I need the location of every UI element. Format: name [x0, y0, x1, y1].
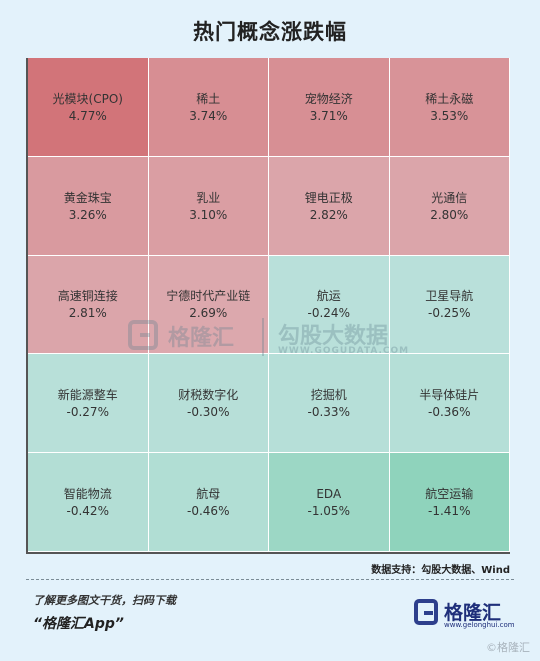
cell-concept-name: 黄金珠宝 [63, 190, 112, 205]
heatmap-cell: 锂电正极 2.82% [269, 156, 390, 256]
cell-change-value: -0.24% [307, 306, 350, 321]
cell-concept-name: 光通信 [431, 190, 468, 205]
cell-concept-name: 稀土 [196, 91, 221, 106]
corner-watermark: ©格隆汇 [486, 641, 530, 654]
cell-concept-name: 乳业 [196, 190, 221, 205]
cell-concept-name: 卫星导航 [425, 289, 474, 304]
heatmap-cell: 稀土 3.74% [148, 58, 269, 157]
cell-change-value: 3.53% [430, 108, 469, 123]
heatmap-cell: 光模块(CPO) 4.77% [28, 58, 149, 157]
heatmap-cell: EDA -1.05% [269, 453, 390, 552]
cell-change-value: -0.42% [66, 504, 109, 519]
cell-concept-name: 航运 [316, 289, 341, 304]
cell-concept-name: 光模块(CPO) [52, 91, 123, 106]
heatmap-cell: 稀土永磁 3.53% [389, 58, 510, 157]
cell-concept-name: 新能源整车 [57, 388, 118, 403]
heatmap-cell: 航空运输 -1.41% [389, 453, 510, 552]
cell-change-value: -0.30% [187, 405, 230, 420]
cell-change-value: 2.80% [430, 207, 469, 222]
cell-change-value: 2.81% [68, 306, 107, 321]
data-source: 数据支持：勾股大数据、Wind [371, 565, 510, 576]
heatmap-cell: 智能物流 -0.42% [28, 453, 149, 552]
heatmap-cell: 挖掘机 -0.33% [269, 354, 390, 454]
chart-title: 热门概念涨跌幅 [193, 20, 347, 44]
heatmap-cell: 高速铜连接 2.81% [28, 255, 149, 355]
cell-change-value: 2.69% [189, 306, 228, 321]
cell-concept-name: 航母 [196, 487, 221, 502]
cell-concept-name: 挖掘机 [310, 388, 347, 403]
cell-change-value: -0.46% [187, 504, 230, 519]
logo-icon [414, 599, 438, 625]
cell-change-value: 2.82% [309, 207, 348, 222]
heatmap-cell: 宁德时代产业链 2.69% [148, 255, 269, 355]
heatmap-cell: 卫星导航 -0.25% [389, 255, 510, 355]
cell-change-value: -0.33% [307, 405, 350, 420]
heatmap-cell: 光通信 2.80% [389, 156, 510, 256]
cell-concept-name: 高速铜连接 [57, 289, 118, 304]
cell-change-value: -0.25% [428, 306, 471, 321]
brand-logo: 格隆汇 www.gelonghui.com [414, 597, 515, 631]
cell-change-value: 3.10% [189, 207, 228, 222]
logo-url: www.gelonghui.com [444, 621, 515, 629]
footer-cta: 了解更多图文干货，扫码下载 [33, 594, 176, 607]
cell-change-value: -0.36% [428, 405, 471, 420]
footer-app-name: “格隆汇App” [33, 616, 124, 632]
cell-concept-name: 稀土永磁 [425, 91, 474, 106]
cell-concept-name: 财税数字化 [178, 388, 239, 403]
heatmap-frame: 光模块(CPO) 4.77% 稀土 3.74% 宠物经济 3.71% 稀土永磁 3.53% 黄金… [26, 58, 510, 554]
cell-change-value: 4.77% [68, 108, 107, 123]
heatmap-cell: 宠物经济 3.71% [269, 58, 390, 157]
cell-concept-name: 航空运输 [425, 487, 474, 502]
cell-change-value: 3.74% [189, 108, 228, 123]
logo-text: 格隆汇 [444, 602, 502, 624]
cell-change-value: -0.27% [66, 405, 109, 420]
cell-change-value: 3.71% [309, 108, 348, 123]
cell-change-value: -1.41% [428, 504, 471, 519]
heatmap-cell: 财税数字化 -0.30% [148, 354, 269, 454]
cell-change-value: 3.26% [68, 207, 107, 222]
heatmap-cell: 航运 -0.24% [269, 255, 390, 355]
cell-change-value: -1.05% [307, 504, 350, 519]
cell-concept-name: EDA [316, 487, 342, 502]
heatmap-cell: 黄金珠宝 3.26% [28, 156, 149, 256]
cell-concept-name: 半导体硅片 [419, 388, 480, 403]
cell-concept-name: 宠物经济 [304, 91, 353, 106]
heatmap-cell: 航母 -0.46% [148, 453, 269, 552]
heatmap-cell: 半导体硅片 -0.36% [389, 354, 510, 454]
heatmap-cell: 新能源整车 -0.27% [28, 354, 149, 454]
cell-concept-name: 宁德时代产业链 [166, 289, 251, 304]
heatmap-cell: 乳业 3.10% [148, 156, 269, 256]
heatmap-grid: 光模块(CPO) 4.77% 稀土 3.74% 宠物经济 3.71% 稀土永磁 3.53% 黄金… [28, 58, 510, 552]
cell-concept-name: 锂电正极 [304, 190, 353, 205]
divider [26, 579, 514, 580]
cell-concept-name: 智能物流 [63, 487, 112, 502]
